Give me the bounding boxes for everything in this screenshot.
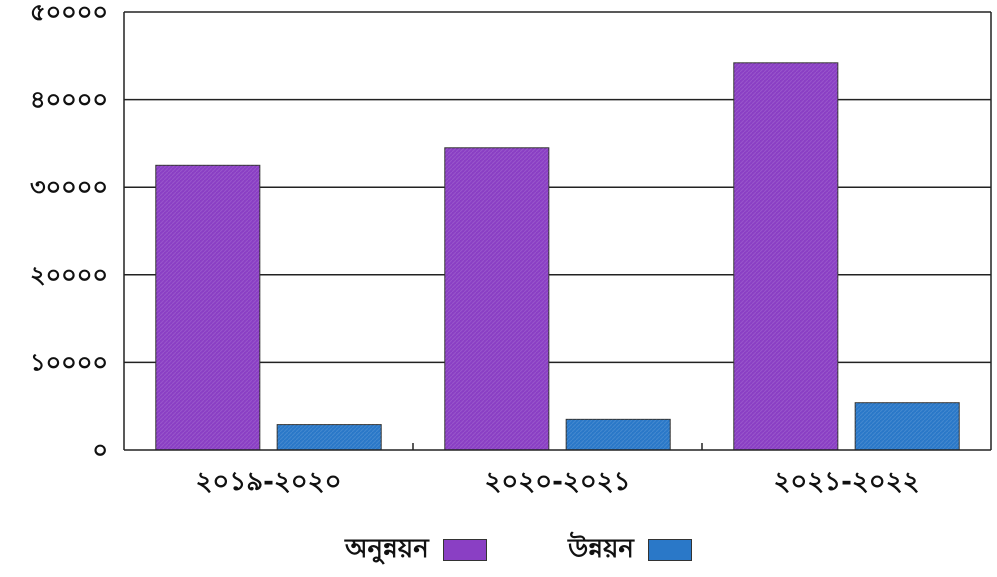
legend-item-series-2: উন্নয়ন xyxy=(568,530,692,570)
bars xyxy=(155,62,960,451)
legend-swatch-series-1 xyxy=(442,539,487,561)
legend-item-series-1: অনুন্নয়ন xyxy=(345,530,487,570)
bar-texture xyxy=(155,165,260,451)
x-tick-label: ২০২০-২০২১ xyxy=(485,467,631,497)
y-tick-label: ২০০০০ xyxy=(30,261,108,289)
tick-labels: ০ ১০০০০ ২০০০০ ৩০০০০ ৪০০০০ ৫০০০০ ২০১৯-২০২০ ২০২০-… xyxy=(30,0,920,497)
bar-texture xyxy=(855,402,960,450)
legend-swatch-series-2 xyxy=(647,539,692,561)
bar-texture xyxy=(444,147,549,450)
bar-texture xyxy=(277,424,382,450)
y-tick-label: ০ xyxy=(92,436,108,464)
legend: অনুন্নয়ন উন্নয়ন xyxy=(0,530,997,570)
x-tick-label: ২০১৯-২০২০ xyxy=(196,467,342,497)
bar-chart: ০ ১০০০০ ২০০০০ ৩০০০০ ৪০০০০ ৫০০০০ ২০১৯-২০২০ ২০২০-… xyxy=(30,0,992,497)
gridlines xyxy=(124,11,991,364)
y-tick-label: ৪০০০০ xyxy=(30,86,108,114)
x-tick-label: ২০২১-২০২২ xyxy=(774,467,920,497)
y-tick-label: ৩০০০০ xyxy=(30,173,108,201)
legend-label-series-1: অনুন্নয়ন xyxy=(345,534,429,564)
y-tick-label: ৫০০০০ xyxy=(30,0,108,26)
legend-label-series-2: উন্নয়ন xyxy=(568,534,634,564)
bar-texture xyxy=(566,419,671,450)
bar-texture xyxy=(733,62,838,451)
axes xyxy=(123,12,992,451)
y-tick-label: ১০০০০ xyxy=(30,348,108,376)
